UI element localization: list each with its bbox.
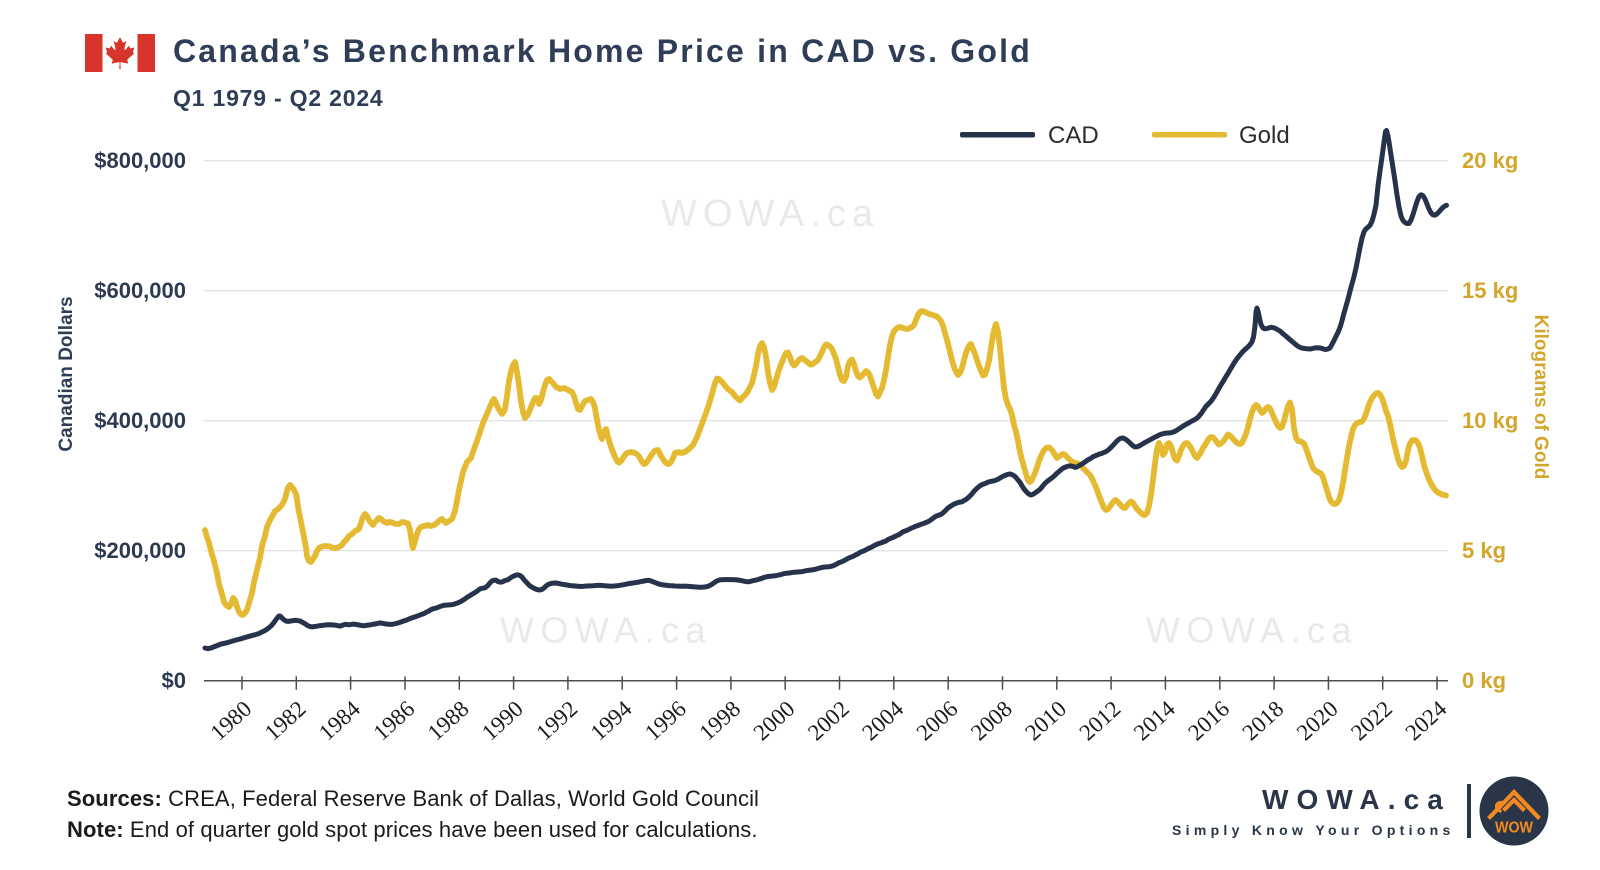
svg-text:$800,000: $800,000 xyxy=(94,148,186,173)
svg-text:WOWA.ca: WOWA.ca xyxy=(661,193,879,235)
svg-text:1992: 1992 xyxy=(531,696,582,745)
svg-text:1990: 1990 xyxy=(477,696,528,745)
svg-text:2012: 2012 xyxy=(1075,696,1126,745)
svg-text:CAD: CAD xyxy=(1048,122,1099,149)
svg-text:0 kg: 0 kg xyxy=(1462,668,1506,693)
svg-text:WOWA.ca: WOWA.ca xyxy=(1146,610,1358,651)
svg-text:2004: 2004 xyxy=(857,696,908,746)
svg-text:1996: 1996 xyxy=(640,696,691,745)
svg-text:2022: 2022 xyxy=(1346,696,1397,745)
svg-text:1982: 1982 xyxy=(260,696,311,745)
svg-text:2006: 2006 xyxy=(912,696,963,745)
svg-text:1984: 1984 xyxy=(314,696,365,746)
svg-text:2018: 2018 xyxy=(1238,696,1289,745)
svg-text:5 kg: 5 kg xyxy=(1462,538,1506,563)
svg-text:2024: 2024 xyxy=(1400,696,1451,746)
svg-text:2008: 2008 xyxy=(966,696,1017,745)
svg-text:$200,000: $200,000 xyxy=(94,538,186,563)
svg-text:2020: 2020 xyxy=(1292,696,1343,745)
svg-text:10 kg: 10 kg xyxy=(1462,408,1518,433)
svg-text:1980: 1980 xyxy=(205,696,256,745)
svg-text:WOW: WOW xyxy=(1495,820,1534,837)
svg-text:Gold: Gold xyxy=(1239,122,1290,149)
svg-text:Canadian Dollars: Canadian Dollars xyxy=(56,296,77,451)
svg-text:$400,000: $400,000 xyxy=(94,408,186,433)
svg-text:1998: 1998 xyxy=(694,696,745,745)
svg-text:2014: 2014 xyxy=(1129,696,1180,746)
svg-text:$600,000: $600,000 xyxy=(94,278,186,303)
svg-text:2010: 2010 xyxy=(1020,696,1071,745)
svg-text:20 kg: 20 kg xyxy=(1462,148,1518,173)
svg-text:$0: $0 xyxy=(162,668,186,693)
svg-text:WOWA.ca: WOWA.ca xyxy=(500,610,712,651)
svg-text:1994: 1994 xyxy=(586,696,637,746)
svg-text:Kilograms of Gold: Kilograms of Gold xyxy=(1530,315,1551,480)
svg-text:1988: 1988 xyxy=(423,696,474,745)
svg-text:1986: 1986 xyxy=(368,696,419,745)
svg-text:2016: 2016 xyxy=(1183,696,1234,745)
svg-text:2002: 2002 xyxy=(803,696,854,745)
svg-text:15 kg: 15 kg xyxy=(1462,278,1518,303)
svg-text:2000: 2000 xyxy=(749,696,800,745)
